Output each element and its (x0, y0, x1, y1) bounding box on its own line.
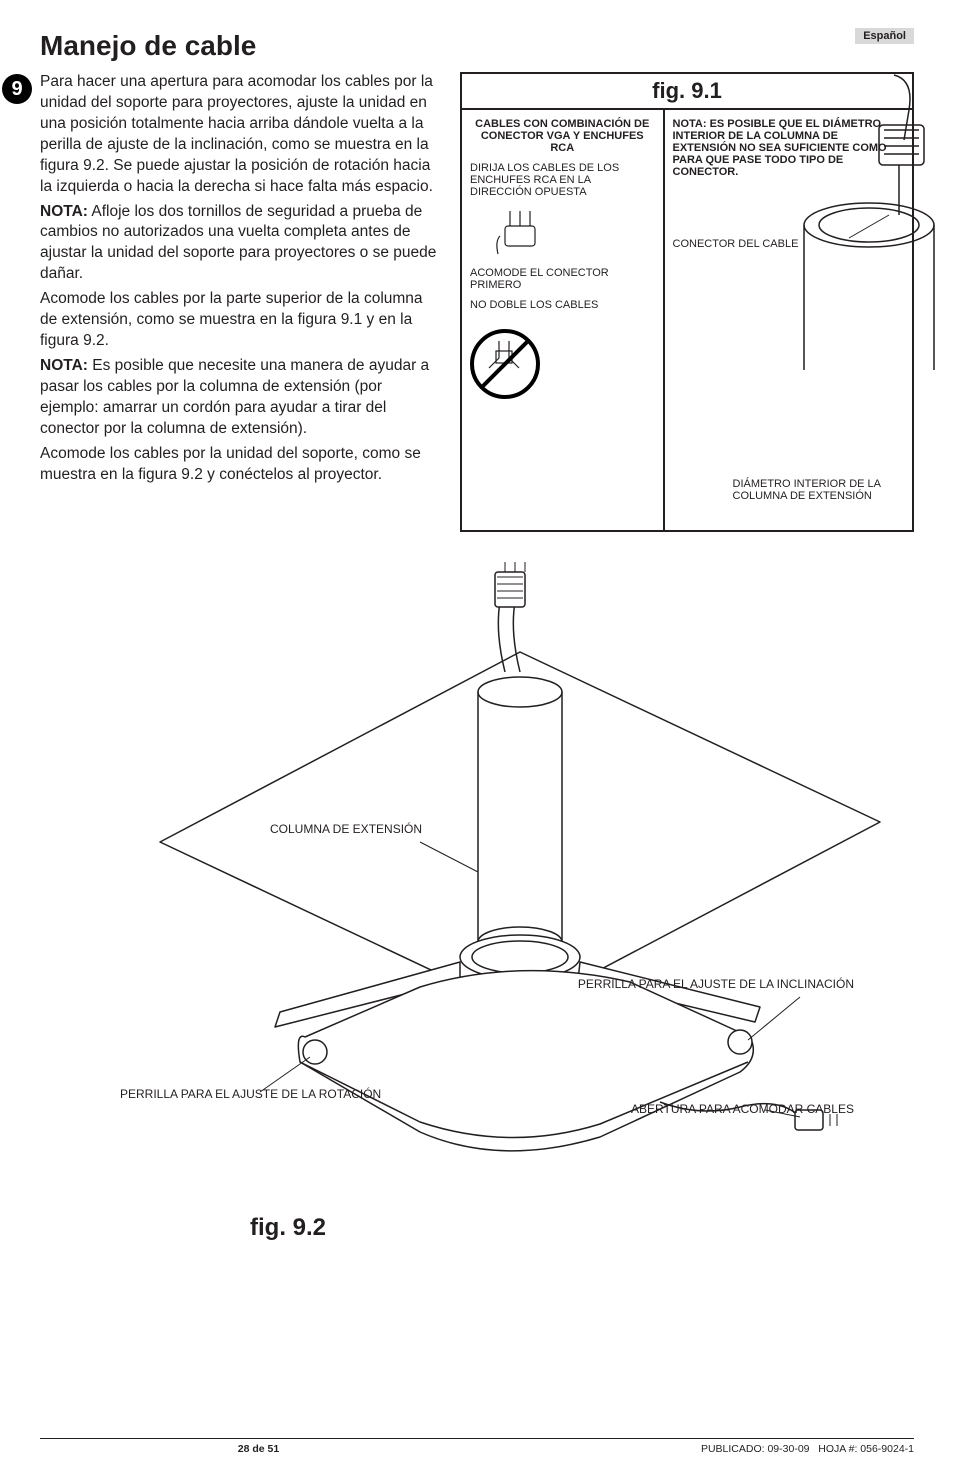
nota2-text: Es posible que necesite una manera de ay… (40, 357, 429, 437)
page-footer: 28 de 51 PUBLICADO: 09-30-09 HOJA #: 056… (40, 1438, 914, 1455)
sheet-number: 056-9024-1 (860, 1443, 914, 1455)
no-bend-icon (470, 329, 540, 399)
nota-2: NOTA: Es posible que necesite una manera… (40, 356, 440, 440)
fig91-nobend-label: NO DOBLE LOS CABLES (470, 299, 655, 311)
tilt-knob-label: PERRILLA PARA EL AJUSTE DE LA INCLINACIÓ… (578, 977, 854, 991)
para-3: Acomode los cables por la unidad del sop… (40, 444, 440, 486)
fig91-fit-label: ACOMODE EL CONECTOR PRIMERO (470, 267, 655, 291)
language-badge: Español (855, 28, 914, 44)
nota2-label: NOTA: (40, 357, 88, 374)
tilt-knob-text: PERRILLA PARA EL AJUSTE DE LA INCLINACIÓ… (578, 977, 854, 991)
figure-9-2: COLUMNA DE EXTENSIÓN PERRILLA PARA EL AJ… (40, 562, 914, 1242)
extension-column-label: COLUMNA DE EXTENSIÓN (270, 822, 422, 836)
para-1: Para hacer una apertura para acomodar lo… (40, 72, 440, 198)
sheet-label: HOJA #: (818, 1443, 860, 1455)
nota1-text: Afloje los dos tornillos de seguridad a … (40, 203, 436, 283)
nota-1: NOTA: Afloje los dos tornillos de seguri… (40, 202, 440, 286)
extension-column-icon (754, 70, 944, 410)
para-2: Acomode los cables por la parte superior… (40, 289, 440, 352)
published-date: 09-30-09 (767, 1443, 809, 1455)
fig91-direct-label: DIRIJA LOS CABLES DE LOS ENCHUFES RCA EN… (470, 162, 655, 198)
published-label: PUBLICADO: (701, 1443, 768, 1455)
cable-opening-label: ABERTURA PARA ACOMODAR CABLES (631, 1102, 854, 1116)
fig91-left-header: CABLES CON COMBINACIÓN DE CONECTOR VGA Y… (470, 118, 655, 154)
step-number-badge: 9 (2, 74, 32, 104)
instruction-column: 9 Para hacer una apertura para acomodar … (40, 72, 440, 532)
cable-opening-text: ABERTURA PARA ACOMODAR CABLES (631, 1102, 854, 1116)
fig92-title: fig. 9.2 (250, 1214, 326, 1242)
fig91-diameter-label: DIÁMETRO INTERIOR DE LA COLUMNA DE EXTEN… (733, 478, 905, 502)
footer-meta: PUBLICADO: 09-30-09 HOJA #: 056-9024-1 (477, 1443, 914, 1455)
nota1-label: NOTA: (40, 203, 88, 220)
fig91-left-panel: CABLES CON COMBINACIÓN DE CONECTOR VGA Y… (462, 110, 665, 530)
rotation-knob-text: PERRILLA PARA EL AJUSTE DE LA ROTACIÓN (120, 1087, 381, 1101)
figure-9-1: fig. 9.1 CABLES CON COMBINACIÓN DE CONEC… (460, 72, 914, 532)
fig91-right-panel: NOTA: ES POSIBLE QUE EL DIÁMETRO INTERIO… (665, 110, 913, 530)
page-title: Manejo de cable (40, 30, 914, 62)
extension-column-text: COLUMNA DE EXTENSIÓN (270, 822, 422, 836)
page-number: 28 de 51 (40, 1443, 477, 1455)
rotation-knob-label: PERRILLA PARA EL AJUSTE DE LA ROTACIÓN (120, 1087, 381, 1101)
rca-connector-icon (490, 206, 655, 259)
